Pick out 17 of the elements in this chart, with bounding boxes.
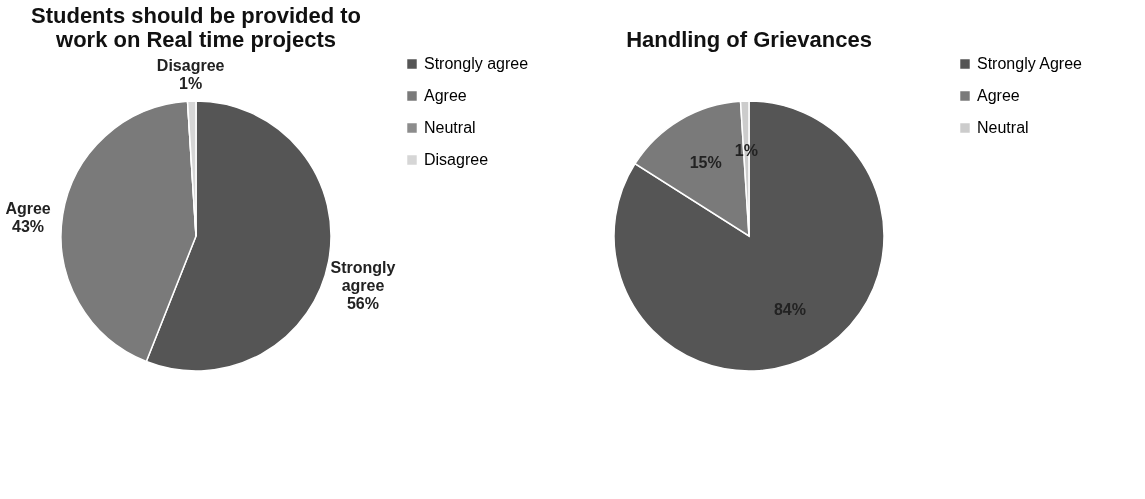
slice-label: Strongly agree [330,258,396,294]
legend-label: Strongly agree [424,55,529,72]
legend-label: Disagree [424,151,489,168]
legend-label: Strongly Agree [977,55,1083,72]
slice-label: Disagree [156,57,225,75]
chart-title: Students should be provided to work on Real time projects [31,3,361,52]
chart-title: Handling of Grievances [626,27,872,52]
data-label: 15% [689,153,722,171]
data-label: 56% [346,294,379,312]
slice-label: Agree [5,200,51,218]
legend-label: Neutral [977,119,1029,136]
legend-label: Agree [977,87,1020,104]
pie-slice [613,100,885,372]
data-label: 43% [12,218,45,236]
data-label: 1% [179,75,203,93]
legend-label: Neutral [424,119,476,136]
legend-label: Agree [424,87,467,104]
